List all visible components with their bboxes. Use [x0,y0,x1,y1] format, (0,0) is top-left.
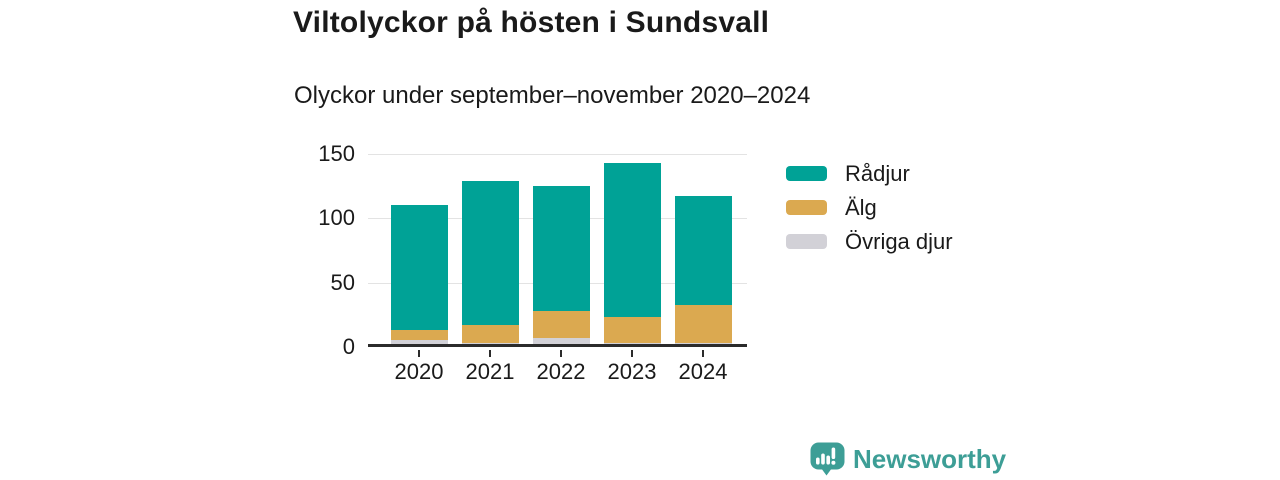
legend-label: Älg [845,194,877,220]
legend-item: Övriga djur [786,229,953,254]
bar-segment [390,205,448,330]
x-axis-label: 2024 [678,359,728,384]
axis-tick [489,350,491,357]
y-axis-label: 150 [318,141,355,166]
y-axis-label: 0 [342,334,355,359]
axis-tick [418,350,420,357]
bar-segment [532,310,590,338]
bar-segment [390,340,448,344]
bar-segment [390,329,448,341]
y-axis-label: 50 [330,269,355,295]
legend-swatch [786,166,827,181]
x-axis-label: 2021 [465,359,515,384]
bar-segment [532,185,590,311]
legend-swatch [786,200,827,215]
bar-segment [461,342,519,344]
bar-segment [674,305,732,343]
bar-segment [674,196,732,306]
legend-item: Älg [786,195,953,220]
x-axis-label: 2020 [394,359,444,384]
bar-segment [532,337,590,344]
bar-group [674,196,732,344]
bar-segment [603,317,661,343]
x-axis-label: 2022 [536,359,586,384]
chart-legend: Rådjur Älg Övriga djur [786,161,953,268]
brand-logo-link[interactable]: Newsworthy [810,442,1006,476]
axis-tick [560,350,562,357]
bar-group [461,180,519,344]
chart-subtitle: Olyckor under september–november 2020–20… [294,82,811,109]
axis-tick [702,350,704,357]
newsworthy-logo-icon [810,442,845,476]
bar-group [603,162,661,344]
bar-segment [461,180,519,325]
bar-group [390,205,448,344]
bar-segment [461,324,519,343]
plot-area: 0 50 100 150 2020 2021 2022 2023 2024 [318,141,747,384]
gridline [368,154,747,155]
bar-segment [674,342,732,344]
brand-name: Newsworthy [853,443,1007,474]
bar-group [532,185,590,344]
y-axis-label: 100 [318,205,355,231]
x-axis-label: 2023 [607,359,657,384]
legend-swatch [786,234,827,249]
bar-segment [603,342,661,344]
legend-item: Rådjur [786,161,953,186]
legend-label: Rådjur [845,160,910,186]
axis-tick [631,350,633,357]
legend-label: Övriga djur [845,228,953,254]
bar-segment [603,162,661,317]
chart-title: Viltolyckor på hösten i Sundsvall [293,6,770,39]
